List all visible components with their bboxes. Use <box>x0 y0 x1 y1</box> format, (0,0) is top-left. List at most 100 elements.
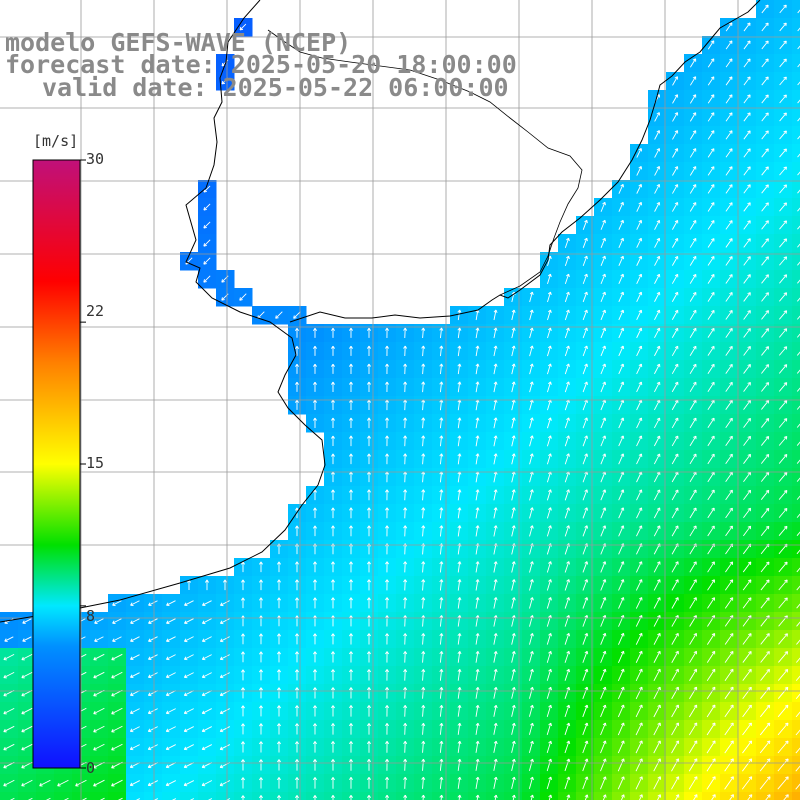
wind-arrow <box>653 507 661 519</box>
wind-arrow <box>689 561 697 573</box>
wind-arrow <box>797 135 800 140</box>
wind-arrow <box>349 525 353 537</box>
wind-arrow <box>671 255 679 266</box>
wind-arrow <box>797 189 800 194</box>
wind-arrow <box>779 202 787 212</box>
wind-arrow <box>672 148 679 158</box>
wind-cell <box>792 738 800 757</box>
wind-arrow <box>349 579 353 591</box>
wind-arrow <box>457 453 462 465</box>
wind-arrow <box>689 220 697 230</box>
wind-arrow <box>511 381 516 393</box>
wind-arrow <box>797 9 800 14</box>
wind-arrow <box>367 345 371 356</box>
wind-arrow <box>725 399 733 410</box>
wind-arrow <box>349 327 353 338</box>
wind-arrow <box>743 292 751 302</box>
wind-arrow <box>475 417 480 429</box>
wind-arrow <box>457 525 462 537</box>
wind-arrow <box>797 243 800 248</box>
wind-arrow <box>582 525 589 537</box>
wind-arrow <box>331 525 335 537</box>
wind-arrow <box>493 417 498 429</box>
wind-arrow <box>349 345 353 356</box>
wind-arrow <box>707 220 715 230</box>
wind-arrow <box>690 58 697 68</box>
wind-arrow <box>511 507 516 519</box>
wind-arrow <box>421 579 426 591</box>
wind-arrow <box>618 291 625 303</box>
wind-arrow <box>779 58 787 68</box>
wind-arrow <box>475 345 480 357</box>
wind-cell <box>648 792 667 800</box>
wind-arrow <box>797 225 800 230</box>
wind-arrow <box>475 525 480 537</box>
wind-arrow <box>295 525 299 537</box>
wind-arrow <box>796 333 800 338</box>
wind-arrow <box>600 219 606 230</box>
wind-arrow <box>635 561 643 573</box>
wind-arrow <box>511 345 516 357</box>
wind-arrow <box>331 417 335 429</box>
wind-arrow <box>672 202 679 212</box>
wind-arrow <box>600 417 607 429</box>
wind-arrow <box>689 489 697 501</box>
wind-arrow <box>205 579 209 591</box>
wind-cell <box>792 666 800 685</box>
wind-arrow <box>564 237 570 248</box>
wind-arrow <box>203 275 211 283</box>
wind-arrow <box>582 291 588 303</box>
wind-arrow <box>636 273 643 284</box>
wind-arrow <box>760 489 770 500</box>
wind-arrow <box>796 567 800 573</box>
wind-arrow <box>707 399 715 411</box>
wind-arrow <box>349 417 353 429</box>
wind-arrow <box>349 435 353 447</box>
wind-arrow <box>760 453 770 464</box>
wind-arrow <box>493 489 498 501</box>
wind-arrow <box>277 561 281 573</box>
wind-arrow <box>779 310 788 320</box>
wind-arrow <box>743 202 751 212</box>
wind-arrow <box>654 255 661 266</box>
wind-arrow <box>582 435 588 447</box>
wind-arrow <box>671 327 679 338</box>
wind-arrow <box>743 22 751 32</box>
wind-arrow <box>618 381 625 393</box>
wind-arrow <box>331 489 335 501</box>
wind-cell <box>792 270 800 289</box>
wind-arrow <box>259 561 263 573</box>
wind-arrow <box>493 381 498 393</box>
wind-arrow <box>636 148 643 158</box>
colorbar <box>32 159 86 769</box>
wind-arrow <box>349 453 353 465</box>
wind-arrow <box>636 237 643 248</box>
wind-arrow <box>457 345 462 357</box>
wind-arrow <box>671 525 679 537</box>
wind-arrow <box>331 435 335 447</box>
wind-arrow <box>313 327 317 338</box>
wind-cell <box>792 594 800 613</box>
wind-arrow <box>671 273 679 284</box>
wind-arrow <box>725 58 733 68</box>
wind-arrow <box>689 273 697 284</box>
wind-arrow <box>511 417 516 429</box>
wind-arrow <box>439 453 444 465</box>
wind-arrow <box>743 184 751 194</box>
wind-arrow <box>582 327 588 339</box>
wind-arrow <box>654 148 661 158</box>
wind-arrow <box>743 525 752 537</box>
wind-arrow <box>654 273 661 284</box>
wind-arrow <box>618 453 625 465</box>
wind-arrow <box>779 76 787 86</box>
wind-arrow <box>600 435 607 447</box>
wind-arrow <box>654 291 661 302</box>
wind-arrow <box>529 291 534 303</box>
wind-arrow <box>313 489 317 501</box>
wind-arrow <box>654 112 661 122</box>
wind-arrow <box>779 274 788 284</box>
wind-arrow <box>293 311 301 319</box>
wind-arrow <box>439 489 444 501</box>
wind-arrow <box>761 400 770 410</box>
wind-arrow <box>743 328 751 338</box>
